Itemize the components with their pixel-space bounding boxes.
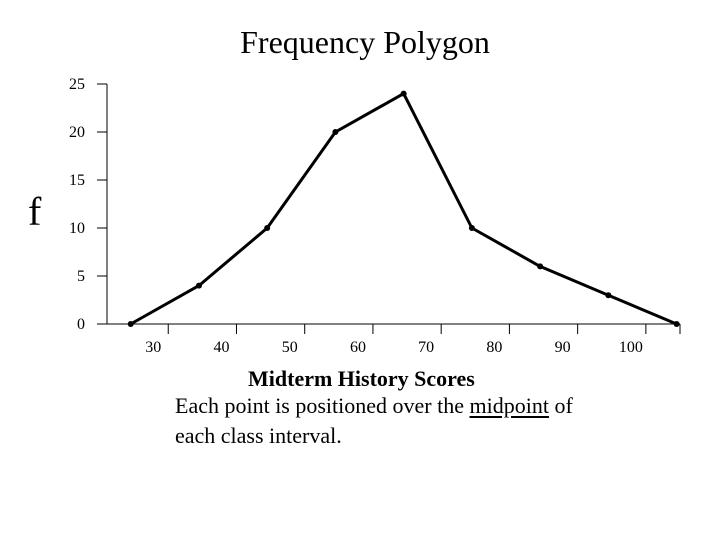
y-tick-label: 25 (69, 76, 85, 93)
x-tick-label: 30 (145, 339, 161, 356)
y-tick-label: 5 (77, 268, 85, 285)
x-tick-label: 50 (282, 339, 298, 356)
x-tick-label: 90 (555, 339, 571, 356)
caption-note: Each point is positioned over the midpoi… (175, 391, 645, 451)
data-point (264, 225, 271, 231)
data-point (400, 90, 407, 97)
caption-line-1: Each point is positioned over the midpoi… (175, 391, 645, 421)
y-tick-label: 15 (69, 172, 85, 189)
data-point (195, 282, 202, 289)
caption-text-part2: of (548, 393, 573, 418)
x-tick-label: 70 (418, 339, 434, 356)
x-axis-label: Midterm History Scores (248, 366, 475, 391)
data-point (468, 225, 475, 231)
chart-title: Frequency Polygon (240, 24, 490, 60)
data-point (332, 129, 339, 135)
x-tick-label: 80 (486, 339, 502, 356)
data-point (537, 263, 544, 270)
caption-text-part1: Each point is positioned over the (175, 393, 470, 418)
x-tick-label: 40 (213, 339, 229, 356)
data-point (673, 321, 680, 327)
x-tick-label: 60 (350, 339, 366, 356)
frequency-line (129, 92, 678, 326)
data-point (605, 292, 612, 299)
y-axis-label: f (28, 189, 42, 234)
y-tick-label: 20 (69, 124, 85, 141)
y-tick-label: 10 (69, 220, 85, 237)
data-point (127, 321, 134, 327)
caption-emphasis: midpoint (469, 393, 549, 418)
y-tick-label: 0 (77, 316, 85, 333)
caption-line-2: each class interval. (175, 423, 342, 448)
x-tick-label: 100 (619, 339, 643, 356)
